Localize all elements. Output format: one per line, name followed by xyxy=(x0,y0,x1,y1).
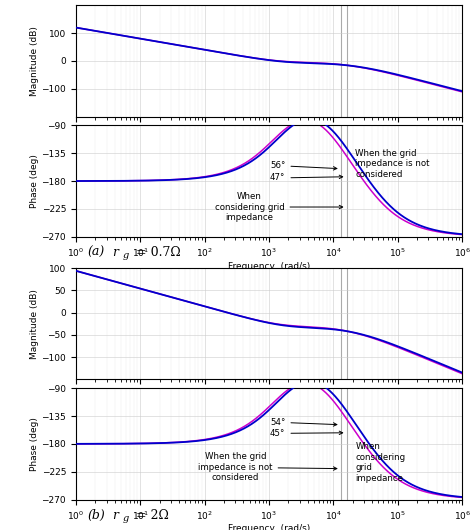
Text: (b): (b) xyxy=(87,509,105,522)
Y-axis label: Magnitude (dB): Magnitude (dB) xyxy=(29,289,38,359)
Text: (a): (a) xyxy=(87,246,105,259)
Text: r: r xyxy=(112,246,118,259)
Text: r: r xyxy=(112,509,118,522)
Y-axis label: Phase (deg): Phase (deg) xyxy=(29,154,38,208)
Text: 45°: 45° xyxy=(270,429,343,438)
Text: When
considering grid
impedance: When considering grid impedance xyxy=(215,192,343,222)
Text: 54°: 54° xyxy=(270,418,337,427)
Text: g: g xyxy=(122,514,128,523)
X-axis label: Frequency  (rad/s): Frequency (rad/s) xyxy=(228,524,310,530)
Text: 56°: 56° xyxy=(270,161,337,170)
X-axis label: Frequency  (rad/s): Frequency (rad/s) xyxy=(228,262,310,271)
Text: g: g xyxy=(122,251,128,260)
Text: When
considering
grid
impedance: When considering grid impedance xyxy=(356,443,406,482)
Y-axis label: Phase (deg): Phase (deg) xyxy=(29,417,38,471)
Text: When the grid
impedance is not
considered: When the grid impedance is not considere… xyxy=(198,453,337,482)
Text: When the grid
impedance is not
considered: When the grid impedance is not considere… xyxy=(356,149,430,179)
Text: = 2Ω: = 2Ω xyxy=(132,509,169,522)
Y-axis label: Magnitude (dB): Magnitude (dB) xyxy=(29,26,38,96)
Text: 47°: 47° xyxy=(270,173,343,182)
Text: = 0.7Ω: = 0.7Ω xyxy=(132,246,181,259)
